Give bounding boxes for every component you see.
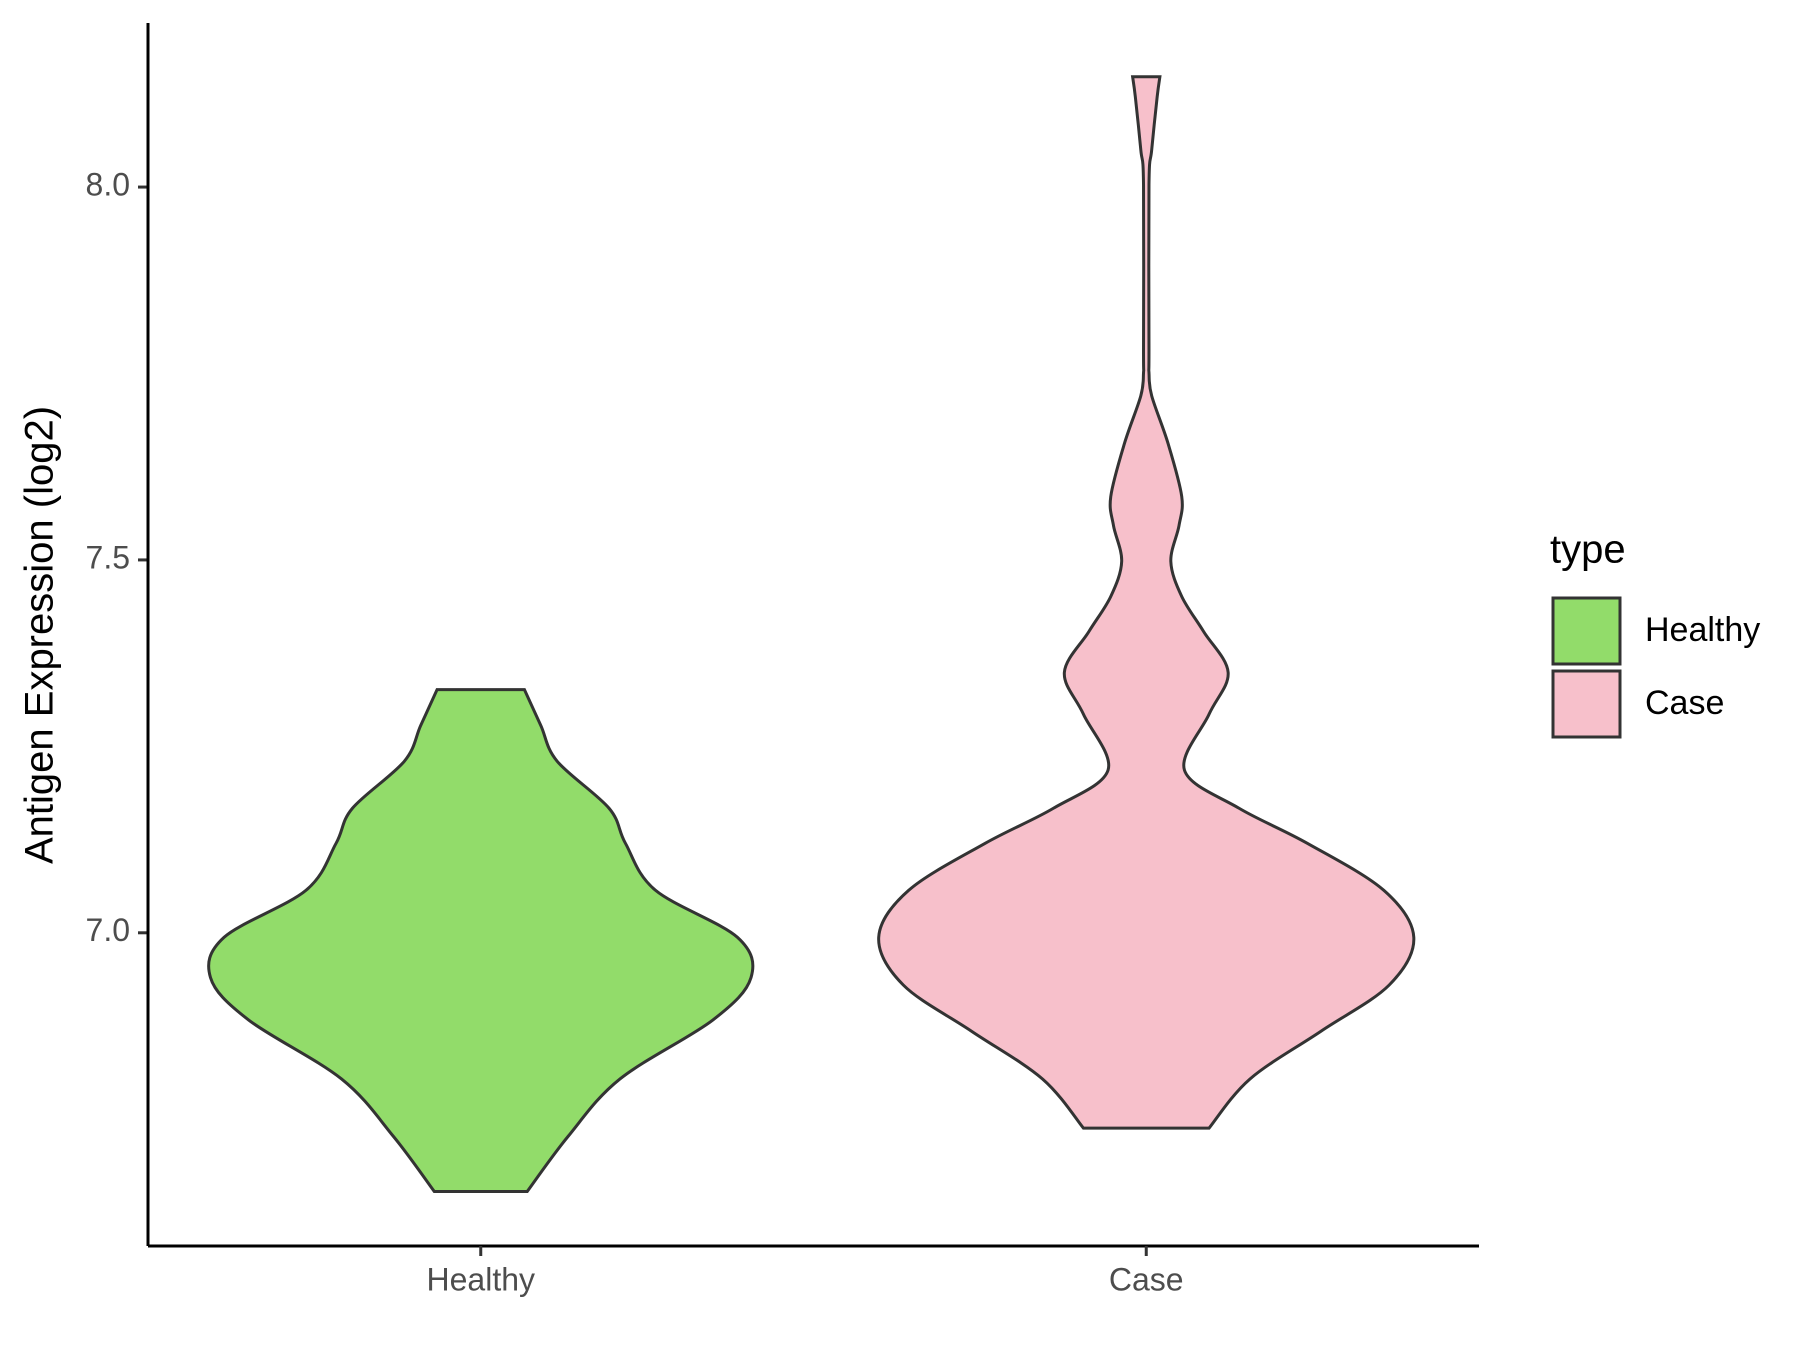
legend-key — [1551, 596, 1622, 666]
y-axis-title: Antigen Expression (log2) — [18, 406, 62, 864]
y-tick-label: 7.5 — [86, 539, 130, 575]
y-tick-label: 8.0 — [86, 167, 130, 203]
x-tick-label: Case — [1109, 1261, 1184, 1297]
violin — [207, 688, 755, 1194]
violin — [877, 75, 1416, 1130]
legend-label: Case — [1645, 684, 1724, 722]
legend-label: Healthy — [1645, 611, 1760, 649]
legend-title: type — [1550, 528, 1626, 572]
legend-key — [1551, 669, 1622, 739]
y-tick-label: 7.0 — [86, 912, 130, 948]
x-tick-label: Healthy — [427, 1261, 536, 1297]
